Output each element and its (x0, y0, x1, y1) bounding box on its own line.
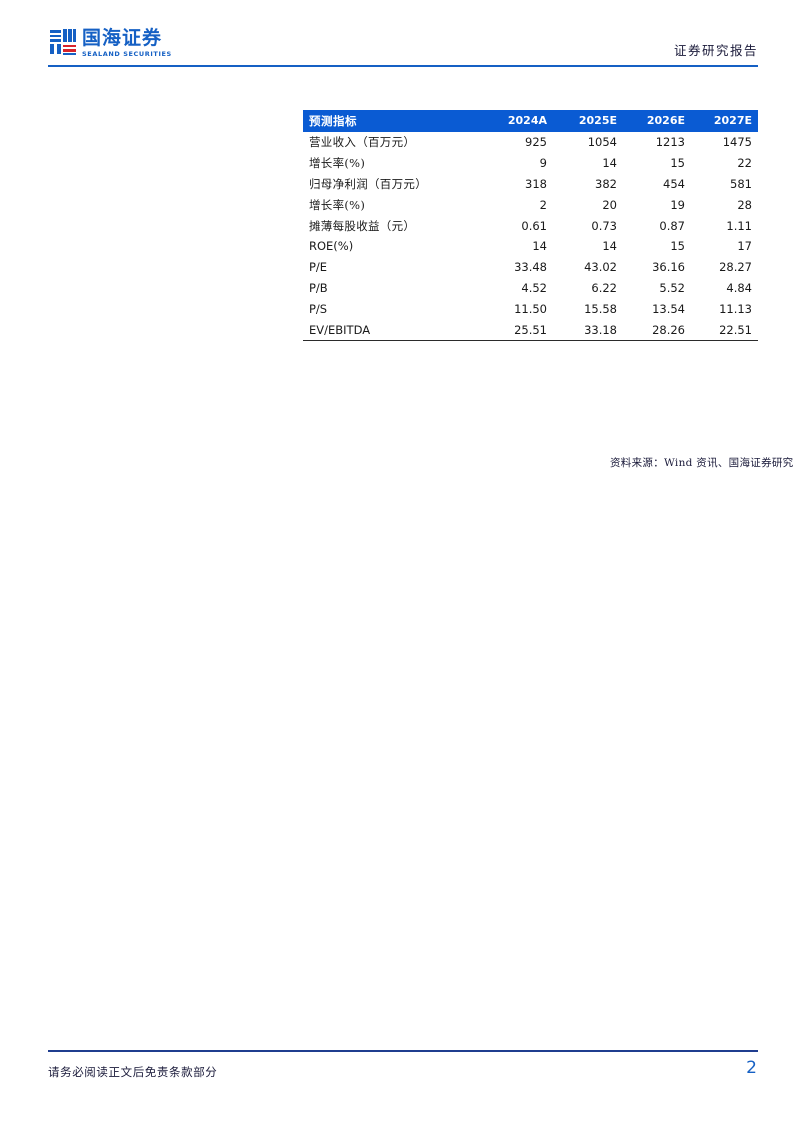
page-header: 国海证券 SEALAND SECURITIES 证券研究报告 (0, 0, 793, 70)
metric-label: 营业收入（百万元） (309, 135, 416, 150)
metric-value: 28 (737, 197, 752, 212)
metric-value: 33.18 (553, 319, 623, 341)
metric-value: 43.02 (584, 260, 617, 275)
sealand-logo-icon (50, 29, 76, 56)
forecast-table: 预测指标 2024A 2025E 2026E 2027E 营业收入（百万元） 92… (303, 110, 793, 469)
report-type-label: 证券研究报告 (673, 43, 758, 58)
table-source-note: 资料来源：Wind 资讯、国海证券研究所 (610, 457, 793, 469)
brand-text: 国海证券 SEALAND SECURITIES (82, 28, 172, 59)
table-body: 营业收入（百万元） 925 1054 1213 1475 增长率(%) 9 14 15 22 归母净… (303, 132, 758, 341)
metric-value: 19 (670, 197, 685, 212)
table-row: P/B 4.52 6.22 5.52 4.84 (303, 278, 758, 299)
metric-value: 0.87 (659, 218, 685, 233)
metric-label: P/S (309, 301, 328, 316)
metric-value: 5.52 (659, 280, 685, 295)
metric-label: EV/EBITDA (303, 319, 483, 341)
footer-disclaimer: 请务必阅读正文后免责条款部分 (48, 1065, 218, 1079)
metric-value: 0.73 (591, 218, 617, 233)
metric-value: 925 (525, 135, 547, 150)
metric-value: 28.27 (719, 260, 752, 275)
metric-value: 14 (532, 239, 547, 254)
metric-label: 增长率(%) (309, 156, 366, 171)
brand-name-en: SEALAND SECURITIES (82, 50, 172, 58)
table-row: EV/EBITDA 25.51 33.18 28.26 22.51 (303, 319, 758, 341)
metric-value: 14 (602, 239, 617, 254)
metric-value: 382 (595, 176, 617, 191)
table-row: 营业收入（百万元） 925 1054 1213 1475 (303, 132, 758, 153)
metric-label: P/B (309, 280, 328, 295)
table-header-row: 预测指标 2024A 2025E 2026E 2027E (303, 110, 758, 132)
brand-name-cn: 国海证券 (82, 27, 163, 49)
metric-value: 318 (525, 176, 547, 191)
page-footer: 请务必阅读正文后免责条款部分 2 (0, 1042, 793, 1122)
metric-value: 1.11 (726, 218, 752, 233)
metric-value: 36.16 (652, 260, 685, 275)
metric-value: 15 (670, 239, 685, 254)
metric-value: 22 (737, 156, 752, 171)
metric-value: 11.13 (719, 301, 752, 316)
table-header: 预测指标 2024A 2025E 2026E 2027E (303, 110, 758, 132)
table-row: ROE(%) 14 14 15 17 (303, 236, 758, 257)
financial-forecast-table: 预测指标 2024A 2025E 2026E 2027E 营业收入（百万元） 92… (303, 110, 758, 341)
metric-value: 33.48 (514, 260, 547, 275)
metric-value: 1054 (587, 135, 617, 150)
metric-value: 0.61 (521, 218, 547, 233)
metric-value: 2 (539, 197, 547, 212)
metric-value: 28.26 (623, 319, 691, 341)
header-divider (48, 65, 758, 67)
metric-value: 14 (602, 156, 617, 171)
metric-value: 25.51 (483, 319, 553, 341)
table-row: 归母净利润（百万元） 318 382 454 581 (303, 174, 758, 195)
column-header-2026e: 2026E (623, 110, 691, 132)
metric-value: 1213 (655, 135, 685, 150)
metric-label: 增长率(%) (309, 197, 366, 212)
metric-label: 摊薄每股收益（元） (309, 218, 416, 233)
brand-logo: 国海证券 SEALAND SECURITIES (50, 28, 172, 59)
table-row: P/E 33.48 43.02 36.16 28.27 (303, 257, 758, 278)
metric-label: P/E (309, 260, 328, 275)
metric-value: 11.50 (514, 301, 547, 316)
table-row: 摊薄每股收益（元） 0.61 0.73 0.87 1.11 (303, 215, 758, 236)
metric-value: 1475 (722, 135, 752, 150)
metric-value: 17 (737, 239, 752, 254)
metric-value: 13.54 (652, 301, 685, 316)
metric-value: 20 (602, 197, 617, 212)
metric-value: 15.58 (584, 301, 617, 316)
table-row: 增长率(%) 9 14 15 22 (303, 153, 758, 174)
page-number: 2 (746, 1058, 757, 1078)
metric-value: 454 (663, 176, 685, 191)
metric-label: ROE(%) (309, 239, 354, 254)
metric-value: 4.52 (521, 280, 547, 295)
metric-value: 4.84 (726, 280, 752, 295)
column-header-metric: 预测指标 (303, 110, 483, 132)
metric-label: 归母净利润（百万元） (309, 176, 427, 191)
metric-value: 6.22 (591, 280, 617, 295)
table-row: 增长率(%) 2 20 19 28 (303, 194, 758, 215)
metric-value: 9 (539, 156, 547, 171)
table-row: P/S 11.50 15.58 13.54 11.13 (303, 298, 758, 319)
column-header-2025e: 2025E (553, 110, 623, 132)
column-header-2024a: 2024A (483, 110, 553, 132)
metric-value: 581 (730, 176, 752, 191)
column-header-2027e: 2027E (691, 110, 758, 132)
footer-divider (48, 1050, 758, 1052)
metric-value: 22.51 (691, 319, 758, 341)
metric-value: 15 (670, 156, 685, 171)
